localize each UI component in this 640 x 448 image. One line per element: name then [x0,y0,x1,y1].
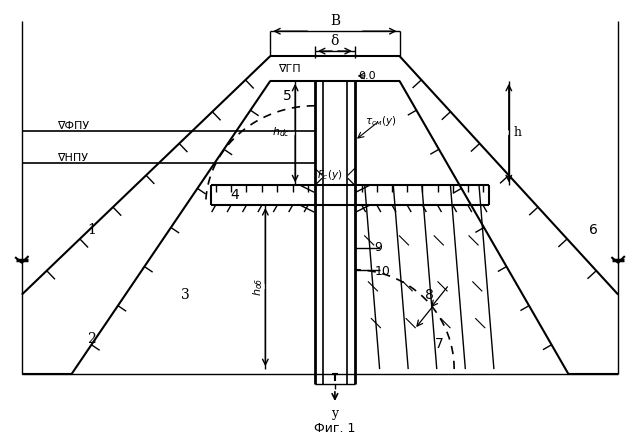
Text: $F_c(y)$: $F_c(y)$ [317,168,342,182]
Text: ∇ФПУ: ∇ФПУ [57,121,89,131]
Text: 6: 6 [589,223,598,237]
Text: y: y [332,407,339,420]
Text: Фиг. 1: Фиг. 1 [314,422,356,435]
Text: 9: 9 [374,241,383,254]
Text: 4: 4 [230,188,239,202]
Text: ∇ГП: ∇ГП [278,64,301,74]
Text: B: B [330,14,340,28]
Text: 0.0: 0.0 [358,71,376,81]
Text: 3: 3 [182,288,190,302]
Text: δ: δ [331,34,339,48]
Text: $h_{об}$: $h_{об}$ [252,277,266,296]
Text: 7: 7 [435,337,444,351]
Text: h: h [514,126,522,139]
Text: $\tau_{см}(y)$: $\tau_{см}(y)$ [365,114,396,128]
Text: 10: 10 [374,265,390,278]
Text: 5: 5 [284,89,292,103]
Text: $h_{dc}$: $h_{dc}$ [272,126,290,139]
Text: 2: 2 [87,332,96,346]
Text: 1: 1 [87,223,96,237]
Text: 8: 8 [425,288,434,302]
Text: ∇НПУ: ∇НПУ [57,153,88,164]
